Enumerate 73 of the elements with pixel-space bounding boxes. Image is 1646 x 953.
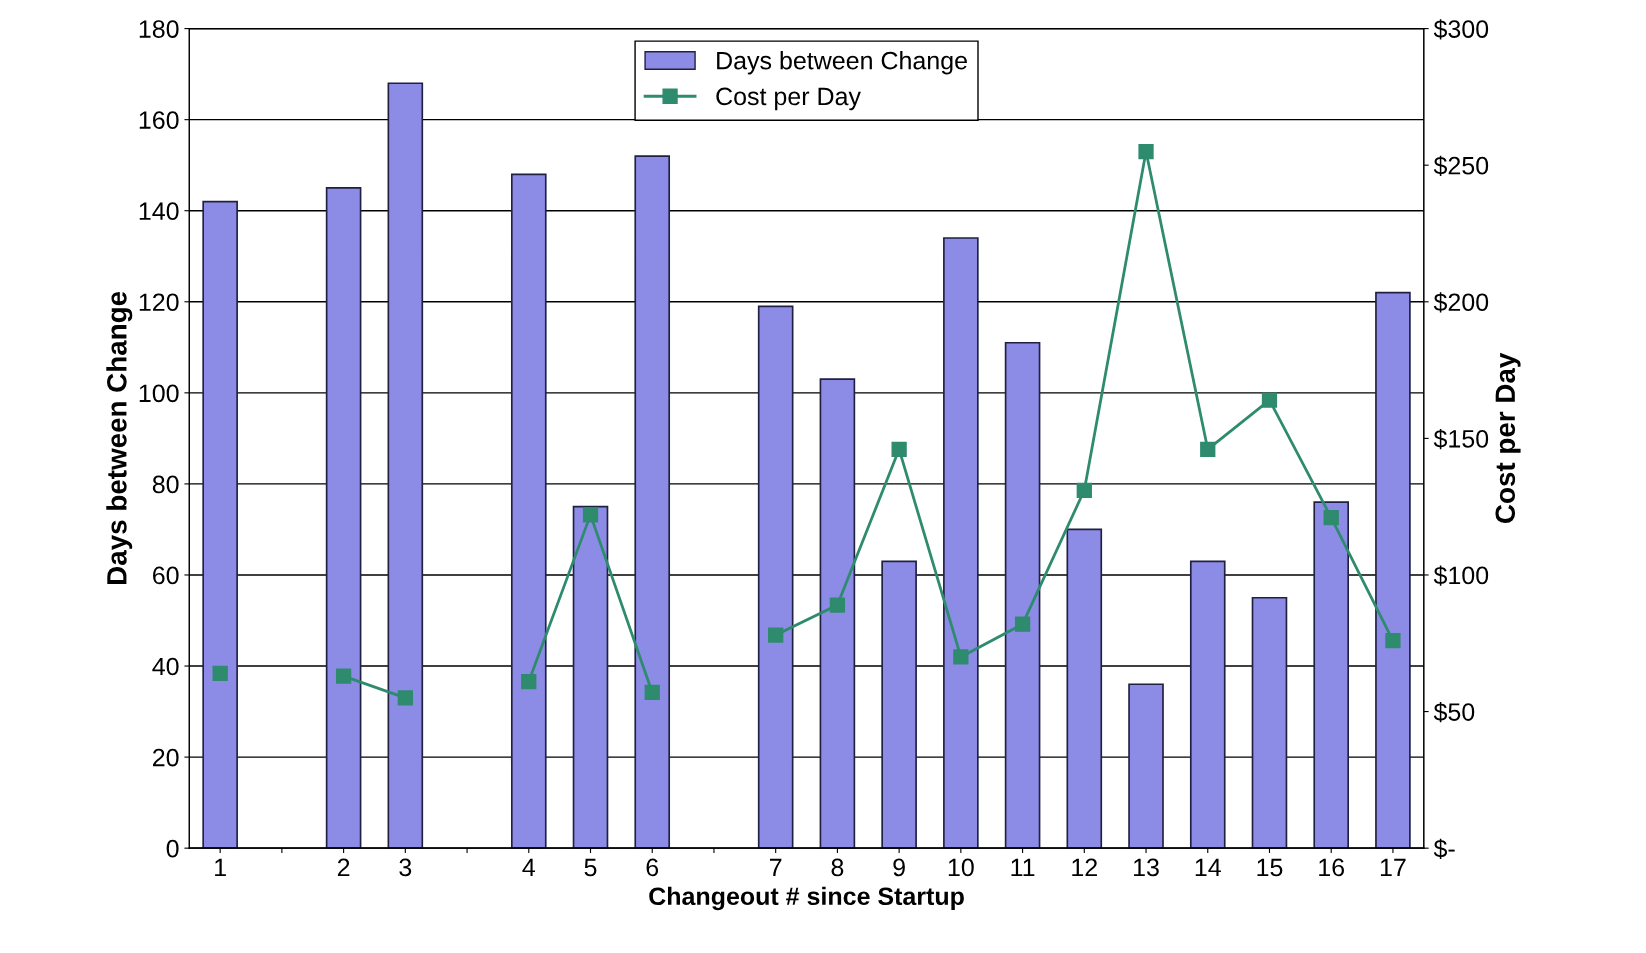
- x-tick-label: 1: [215, 858, 226, 877]
- bar: [943, 237, 979, 849]
- x-tick-label: 16: [1319, 858, 1345, 877]
- bar: [202, 200, 238, 849]
- point: [829, 597, 846, 613]
- y-tick-label: 100: [139, 384, 179, 403]
- y2-tick-label: $100: [1433, 565, 1489, 586]
- bar: [757, 305, 794, 849]
- y2-tick-label: $-: [1433, 838, 1455, 859]
- bar: [387, 82, 424, 849]
- point: [644, 684, 660, 701]
- y2-axis-title: Cost per Day: [1495, 352, 1521, 523]
- bar: [1251, 596, 1288, 849]
- bar: [510, 173, 547, 849]
- y-tick-label: 180: [139, 20, 179, 38]
- point: [1200, 441, 1216, 457]
- point: [397, 690, 413, 706]
- x-tick-label: 9: [893, 858, 905, 877]
- bar: [819, 378, 856, 849]
- y2-tick-label: $50: [1433, 702, 1475, 723]
- bar: [1128, 683, 1164, 849]
- y2-tick-label: $300: [1433, 19, 1489, 40]
- x-tick-label: 4: [522, 858, 535, 877]
- x-tick-label: 11: [1011, 858, 1035, 877]
- y-tick-label: 60: [153, 566, 179, 585]
- x-tick-label: 2: [337, 858, 350, 877]
- y2-tick-label: $200: [1433, 292, 1489, 313]
- y2-tick-label: $150: [1433, 428, 1489, 450]
- y-tick-label: 80: [152, 475, 179, 494]
- x-tick-label: 12: [1072, 858, 1097, 877]
- point: [212, 665, 228, 681]
- y-tick-label: 160: [139, 111, 179, 129]
- bar: [1004, 341, 1041, 849]
- bar: [1313, 501, 1350, 849]
- point: [768, 627, 784, 643]
- x-tick-label: 5: [584, 858, 597, 877]
- point: [335, 668, 352, 684]
- bar: [634, 155, 671, 849]
- bar: [1066, 528, 1103, 849]
- bar: [1189, 560, 1226, 849]
- y2-tick-label: $250: [1433, 155, 1489, 176]
- x-tick-label: 14: [1195, 858, 1221, 877]
- y-tick-label: 40: [152, 657, 179, 676]
- bar: [572, 505, 609, 849]
- legend-label: Days between Change: [717, 51, 967, 75]
- x-tick-label: 7: [770, 858, 782, 877]
- point: [1014, 616, 1031, 632]
- y-tick-label: 0: [166, 839, 179, 858]
- point: [1323, 509, 1339, 526]
- x-tick-label: 17: [1380, 858, 1406, 877]
- bar: [881, 560, 917, 849]
- y-tick-label: 20: [153, 748, 179, 767]
- x-tick-label: 6: [646, 858, 659, 877]
- point: [1076, 482, 1092, 498]
- point: [1138, 143, 1154, 160]
- x-tick-label: 3: [399, 858, 412, 877]
- y-axis-title: Days between Change: [106, 291, 133, 584]
- x-tick-label: 15: [1257, 858, 1283, 877]
- legend-label: Cost per Day: [716, 87, 861, 111]
- y-tick-label: 120: [139, 293, 179, 312]
- point: [521, 673, 537, 690]
- bar: [325, 187, 362, 849]
- x-tick-label: 8: [831, 858, 844, 877]
- bar: [1375, 291, 1411, 849]
- x-axis-title: Changeout # since Startup: [649, 886, 964, 911]
- point: [582, 507, 599, 523]
- y-tick-label: 140: [139, 202, 179, 221]
- x-tick-label: 13: [1134, 858, 1159, 877]
- x-tick-label: 10: [948, 858, 974, 877]
- point: [953, 649, 969, 665]
- point: [1385, 632, 1401, 649]
- point: [891, 441, 907, 457]
- point: [1261, 392, 1278, 408]
